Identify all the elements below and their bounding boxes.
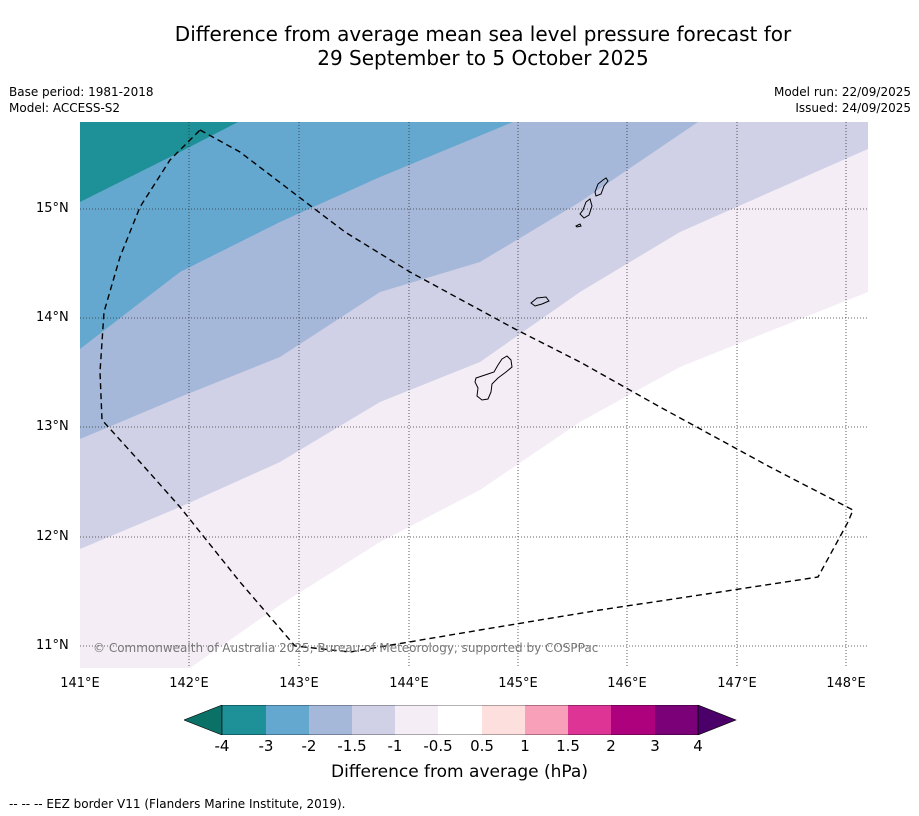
colorbar-label: Difference from average (hPa): [331, 762, 588, 782]
lat-label-14n: 14°N: [36, 310, 69, 325]
model-run: Model run: 22/09/2025: [773, 85, 911, 99]
aguijan-island: [575, 223, 582, 228]
eez-legend-note: -- -- -- EEZ border V11 (Flanders Marine…: [9, 797, 346, 811]
lon-label-143e: 143°E: [279, 676, 319, 691]
colorbar-swatch: [395, 705, 438, 735]
eez-border: [99, 129, 854, 653]
lat-label-15n: 15°N: [36, 201, 69, 216]
colorbar-tick: -4: [214, 737, 230, 755]
lon-label-145e: 145°E: [498, 676, 538, 691]
colorbar-swatch: [222, 705, 266, 735]
colorbar-swatch: [525, 705, 568, 735]
colorbar-tick: -1: [387, 737, 403, 755]
islands: [474, 177, 609, 401]
colorbar-tick: 0.5: [470, 737, 494, 755]
title-line-1: Difference from average mean sea level p…: [174, 22, 792, 46]
saipan-island: [594, 177, 609, 197]
colorbar-tick: -1.5: [337, 737, 367, 755]
lon-label-147e: 147°E: [717, 676, 757, 691]
lat-label-12n: 12°N: [36, 529, 69, 544]
colorbar: [183, 704, 738, 739]
colorbar-extend-high: [697, 704, 737, 736]
lon-label-144e: 144°E: [389, 676, 429, 691]
meta-left: Base period: 1981-2018 Model: ACCESS-S2: [9, 84, 154, 116]
lon-label-146e: 146°E: [607, 676, 647, 691]
colorbar-swatch: [568, 705, 611, 735]
map-panel: [80, 122, 868, 668]
colorbar-swatch: [352, 705, 395, 735]
band-minus-2: [80, 122, 513, 349]
colorbar-extend-low: [183, 704, 223, 736]
base-period: Base period: 1981-2018: [9, 85, 154, 99]
lat-label-13n: 13°N: [36, 419, 69, 434]
map-canvas: [80, 122, 868, 668]
colorbar-swatches: [183, 704, 737, 736]
lon-label-142e: 142°E: [169, 676, 209, 691]
colorbar-tick: 4: [693, 737, 703, 755]
colorbar-tick: -0.5: [423, 737, 453, 755]
lon-label-148e: 148°E: [826, 676, 866, 691]
lon-label-141e: 141°E: [60, 676, 100, 691]
colorbar-swatch: [438, 705, 482, 735]
colorbar-swatch: [266, 705, 309, 735]
meta-right: Model run: 22/09/2025 Issued: 24/09/2025: [774, 84, 911, 116]
colorbar-swatch: [655, 705, 698, 735]
colorbar-swatch: [309, 705, 352, 735]
band-minus-3: [80, 122, 238, 202]
model-name: Model: ACCESS-S2: [9, 101, 121, 115]
map-title: Difference from average mean sea level p…: [80, 22, 886, 70]
title-line-2: 29 September to 5 October 2025: [317, 46, 649, 70]
graticule: [80, 122, 868, 668]
copyright-notice: © Commonwealth of Australia 2025, Bureau…: [93, 641, 599, 655]
colorbar-tick: 3: [650, 737, 660, 755]
lat-label-11n: 11°N: [36, 638, 69, 653]
colorbar-swatch: [482, 705, 525, 735]
colorbar-tick: 1: [520, 737, 530, 755]
colorbar-swatch: [611, 705, 655, 735]
colorbar-tick: 2: [606, 737, 616, 755]
colorbar-tick: 1.5: [556, 737, 580, 755]
colorbar-tick: -2: [301, 737, 317, 755]
issued-date: Issued: 24/09/2025: [795, 101, 911, 115]
colorbar-tick: -3: [258, 737, 274, 755]
tinian-island: [579, 198, 593, 219]
rota-island: [530, 296, 550, 307]
guam-island: [474, 355, 513, 401]
